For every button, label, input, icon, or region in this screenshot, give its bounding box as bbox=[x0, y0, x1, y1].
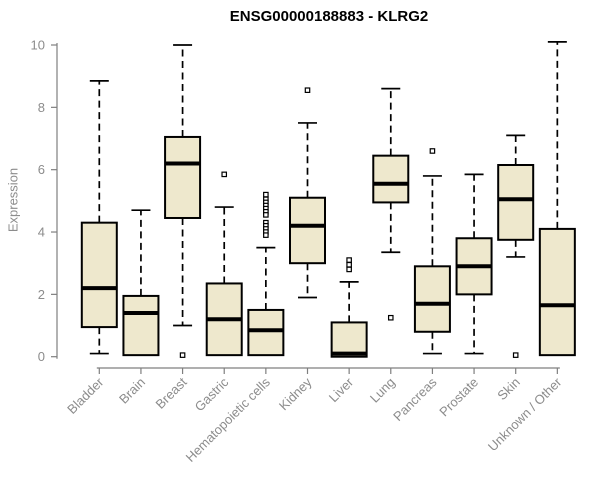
box-liver bbox=[330, 321, 368, 358]
x-tick-label-unknown-other: Unknown / Other bbox=[485, 374, 565, 454]
y-tick-label: 4 bbox=[38, 225, 45, 240]
outlier-point-hematopoietic-cells bbox=[263, 232, 269, 238]
x-tick-label-skin: Skin bbox=[494, 375, 522, 403]
box-kidney bbox=[289, 196, 326, 265]
outlier-point-kidney bbox=[304, 87, 311, 93]
y-tick-label: 2 bbox=[38, 287, 45, 302]
outlier-point-pancreas bbox=[429, 148, 436, 154]
x-tick-label-kidney: Kidney bbox=[276, 374, 315, 413]
outlier-point-liver bbox=[346, 257, 352, 263]
x-tick-label-breast: Breast bbox=[153, 374, 190, 411]
x-tick-label-bladder: Bladder bbox=[64, 374, 107, 417]
outlier-point-gastric bbox=[221, 171, 228, 178]
box-unknown-other bbox=[538, 227, 576, 357]
box-breast bbox=[164, 135, 202, 219]
outlier-point-liver bbox=[346, 261, 352, 268]
outlier-point-lung bbox=[387, 314, 394, 321]
y-tick-label: 8 bbox=[38, 100, 45, 115]
y-tick-label: 0 bbox=[38, 349, 45, 364]
box-brain bbox=[122, 294, 160, 357]
box-skin bbox=[497, 164, 535, 241]
x-tick-label-lung: Lung bbox=[367, 375, 398, 406]
outlier-point-hematopoietic-cells bbox=[263, 191, 269, 198]
x-tick-label-pancreas: Pancreas bbox=[390, 374, 440, 424]
outlier-point-breast bbox=[179, 352, 186, 358]
x-tick-label-brain: Brain bbox=[116, 375, 148, 407]
y-tick-label: 6 bbox=[38, 162, 45, 177]
box-pancreas bbox=[413, 265, 451, 333]
x-tick-label-liver: Liver bbox=[326, 374, 357, 405]
outlier-point-skin bbox=[512, 352, 519, 358]
box-lung bbox=[372, 154, 410, 204]
box-bladder bbox=[80, 221, 118, 329]
outlier-point-hematopoietic-cells bbox=[263, 212, 269, 218]
box-hematopoietic-cells bbox=[247, 308, 285, 357]
y-tick-label: 10 bbox=[31, 38, 45, 53]
x-tick-label-gastric: Gastric bbox=[192, 374, 232, 414]
chart-title: ENSG00000188883 - KLRG2 bbox=[229, 8, 429, 25]
x-tick-label-prostate: Prostate bbox=[436, 375, 481, 420]
outlier-point-liver bbox=[346, 266, 352, 273]
